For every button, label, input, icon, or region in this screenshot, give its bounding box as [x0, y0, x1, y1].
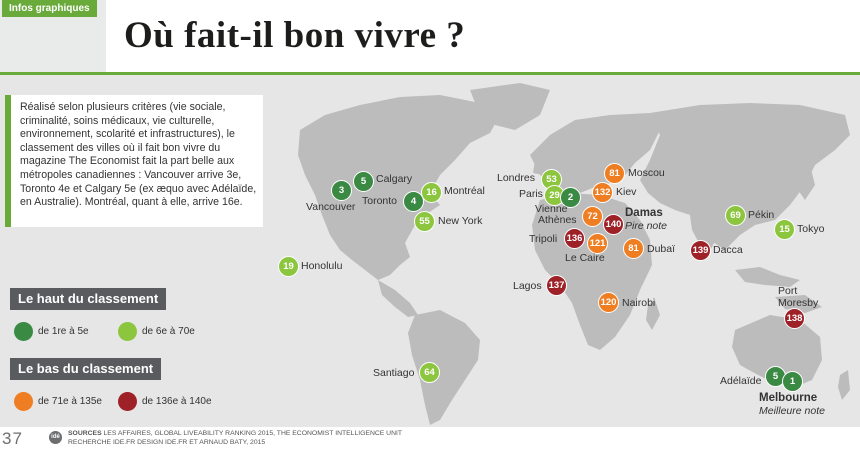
sources-label: SOURCES [68, 430, 102, 437]
landmass-new-guinea [775, 295, 822, 313]
city-marker-tokyo: 15 [774, 219, 795, 240]
city-label-pekin: Pékin [748, 209, 775, 221]
legend-dot-light-green [118, 322, 137, 341]
city-marker-montreal: 16 [421, 182, 442, 203]
legend-label: de 6e à 70e [142, 326, 195, 337]
city-marker-honolulu: 19 [278, 256, 299, 277]
ide-logo: idé [49, 431, 62, 444]
city-marker-athenes: 72 [582, 206, 603, 227]
city-marker-damas: 140 [603, 214, 624, 235]
city-label-santiago: Santiago [373, 367, 415, 379]
header-divider [0, 72, 860, 75]
city-label-new-york: New York [438, 215, 483, 227]
landmass-india [690, 215, 718, 255]
city-marker-melbourne: 1 [782, 371, 803, 392]
sources-text: LES AFFAIRES, GLOBAL LIVEABILITY RANKING… [103, 430, 403, 437]
city-marker-dacca: 139 [690, 240, 711, 261]
landmass-europe [530, 113, 660, 195]
legend-top-title: Le haut du classement [10, 288, 167, 310]
credits-line: RECHERCHE IDE.FR DESIGN IDE.FR ET ARNAUD… [68, 439, 266, 446]
city-label-paris: Paris [519, 188, 543, 200]
landmass-new-zealand [838, 370, 850, 400]
city-marker-lagos: 137 [546, 275, 567, 296]
city-marker-dubai: 81 [623, 238, 644, 259]
city-label-moscou: Moscou [628, 167, 665, 179]
legend-label: de 1re à 5e [38, 326, 89, 337]
landmass-japan [798, 165, 815, 200]
page-title: Où fait-il bon vivre ? [124, 15, 466, 56]
city-label-montreal: Montréal [444, 185, 485, 197]
world-map [298, 83, 850, 425]
city-label-damas: Damas [625, 207, 663, 219]
city-marker-new-york: 55 [414, 211, 435, 232]
city-label-dacca: Dacca [713, 244, 743, 256]
legend-dot-dark-red [118, 392, 137, 411]
city-marker-nairobi: 120 [598, 292, 619, 313]
city-marker-paris: 29 [544, 185, 565, 206]
city-label-vienne: Vienne [535, 203, 568, 215]
city-marker-port-moresby: 138 [784, 308, 805, 329]
legend-dot-dark-green [14, 322, 33, 341]
city-note-melbourne: Meilleure note [759, 405, 825, 417]
city-marker-vienne: 2 [560, 187, 581, 208]
city-label-lagos: Lagos [513, 280, 542, 292]
city-marker-calgary: 5 [353, 171, 374, 192]
city-label-adelaide: Adélaïde [720, 375, 762, 387]
landmass-indonesia [735, 267, 800, 287]
legend-item-top-1-5: de 1re à 5e [14, 322, 89, 341]
city-marker-toronto: 4 [403, 191, 424, 212]
city-marker-kiev: 132 [592, 182, 613, 203]
city-marker-vancouver: 3 [331, 180, 352, 201]
landmass-asia [640, 103, 850, 250]
city-marker-le-caire: 121 [587, 233, 608, 254]
header: Infos graphiques Où fait-il bon vivre ? [0, 0, 860, 74]
legend-item-bottom-136-140: de 136e à 140e [118, 392, 212, 411]
legend-item-bottom-71-135: de 71e à 135e [14, 392, 102, 411]
footer [0, 427, 860, 450]
city-label-londres: Londres [497, 172, 535, 184]
city-marker-santiago: 64 [419, 362, 440, 383]
city-marker-tripoli: 136 [564, 228, 585, 249]
legend-bottom-title: Le bas du classement [10, 358, 162, 380]
landmass-south-america [408, 310, 480, 425]
landmass-north-america [298, 95, 500, 280]
city-marker-pekin: 69 [725, 205, 746, 226]
section-tag: Infos graphiques [2, 0, 97, 17]
city-label-tokyo: Tokyo [797, 223, 825, 235]
landmass-africa [532, 193, 652, 350]
city-label-kiev: Kiev [616, 186, 637, 198]
landmass-central-america [378, 280, 418, 317]
city-marker-moscou: 81 [604, 163, 625, 184]
legend-label: de 136e à 140e [142, 396, 212, 407]
landmass-madagascar [646, 300, 660, 330]
city-note-damas: Pire note [625, 220, 668, 232]
city-label-port-moresby: Port Moresby [778, 285, 819, 309]
city-label-calgary: Calgary [376, 173, 413, 185]
sources-line: SOURCES LES AFFAIRES, GLOBAL LIVEABILITY… [68, 430, 402, 437]
city-label-athenes: Athènes [538, 214, 577, 226]
legend-label: de 71e à 135e [38, 396, 102, 407]
city-label-toronto: Toronto [362, 195, 398, 207]
landmass-australia [732, 315, 822, 387]
city-label-melbourne: Melbourne [759, 392, 818, 404]
city-label-dubai: Dubaï [647, 243, 676, 255]
city-label-nairobi: Nairobi [622, 297, 656, 309]
city-label-le-caire: Le Caire [565, 252, 605, 264]
city-label-tripoli: Tripoli [529, 233, 558, 245]
city-label-honolulu: Honolulu [301, 260, 343, 272]
legend-dot-orange [14, 392, 33, 411]
city-label-vancouver: Vancouver [306, 201, 356, 213]
page-number: 37 [2, 429, 23, 448]
legend-item-top-6-70: de 6e à 70e [118, 322, 195, 341]
intro-text-box: Réalisé selon plusieurs critères (vie so… [5, 95, 263, 227]
landmass-greenland [470, 83, 550, 130]
